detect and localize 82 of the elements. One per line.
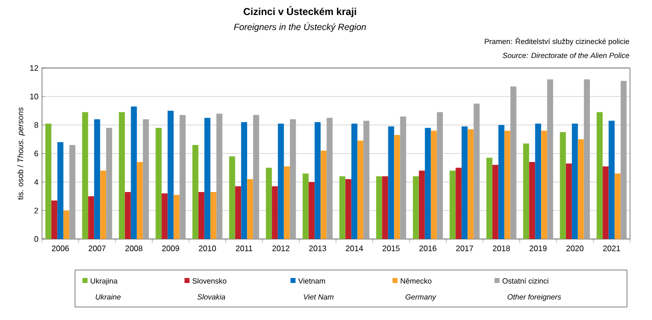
bar — [547, 79, 554, 239]
bar — [436, 112, 443, 239]
bar — [253, 115, 260, 239]
bar — [541, 130, 548, 239]
bar — [216, 114, 222, 239]
bar — [156, 128, 162, 239]
bar — [204, 118, 210, 239]
bar — [535, 124, 542, 239]
bar — [284, 166, 290, 239]
bar — [382, 176, 388, 239]
bar — [94, 119, 100, 239]
bar — [57, 142, 64, 239]
bar — [124, 192, 131, 239]
bar — [351, 124, 358, 239]
bar — [51, 200, 58, 239]
bar — [290, 119, 296, 239]
bar — [394, 134, 400, 239]
bar — [345, 179, 352, 239]
bar — [523, 144, 530, 239]
bar — [320, 150, 327, 239]
bar — [272, 186, 278, 239]
bar — [566, 163, 572, 239]
bar — [510, 86, 516, 239]
bar — [180, 115, 186, 239]
bar — [620, 80, 627, 239]
bar — [266, 168, 272, 239]
bar — [308, 182, 315, 239]
bar — [63, 210, 70, 239]
bar — [302, 173, 309, 239]
chart-subtitle: Foreigners in the Ústecký Region — [234, 22, 366, 32]
bar — [363, 120, 370, 239]
bar — [82, 112, 88, 239]
bar — [88, 196, 94, 239]
bar — [241, 122, 248, 239]
bar — [168, 110, 174, 239]
bar — [388, 126, 394, 239]
bar — [614, 173, 621, 239]
bar — [142, 119, 149, 239]
bar — [247, 179, 254, 239]
bar — [339, 176, 346, 239]
bar — [462, 126, 468, 239]
bar — [229, 156, 236, 239]
bar — [578, 139, 584, 239]
bar — [572, 124, 578, 239]
bar — [498, 125, 504, 239]
bar — [326, 118, 333, 239]
bar — [468, 129, 474, 239]
bar — [486, 158, 492, 239]
bar — [456, 168, 462, 239]
bar — [130, 106, 137, 239]
bar — [424, 128, 431, 239]
bar — [174, 194, 180, 239]
bar — [400, 116, 406, 239]
bar — [210, 192, 216, 239]
bar — [584, 79, 590, 239]
bar — [450, 170, 456, 239]
bar — [136, 162, 143, 239]
bar — [529, 162, 536, 239]
bar — [45, 124, 52, 239]
bar — [492, 164, 498, 239]
bar — [162, 193, 168, 239]
bar — [602, 166, 609, 239]
bar — [560, 132, 566, 239]
bar — [100, 170, 106, 239]
bar — [504, 130, 510, 239]
chart-title: Cizinci v Ústeckém kraji — [244, 6, 356, 18]
bar — [412, 176, 419, 239]
bar — [430, 130, 437, 239]
bar — [198, 192, 204, 239]
bar — [278, 124, 284, 239]
bar — [106, 128, 112, 239]
bar — [418, 170, 425, 239]
bar — [118, 112, 125, 239]
bar — [376, 176, 382, 239]
bar — [474, 104, 480, 239]
bar — [192, 144, 198, 239]
bar — [357, 140, 364, 239]
bar — [608, 120, 615, 239]
bar — [235, 186, 242, 239]
bar — [596, 112, 603, 239]
bar — [314, 122, 321, 239]
bar — [69, 144, 76, 239]
